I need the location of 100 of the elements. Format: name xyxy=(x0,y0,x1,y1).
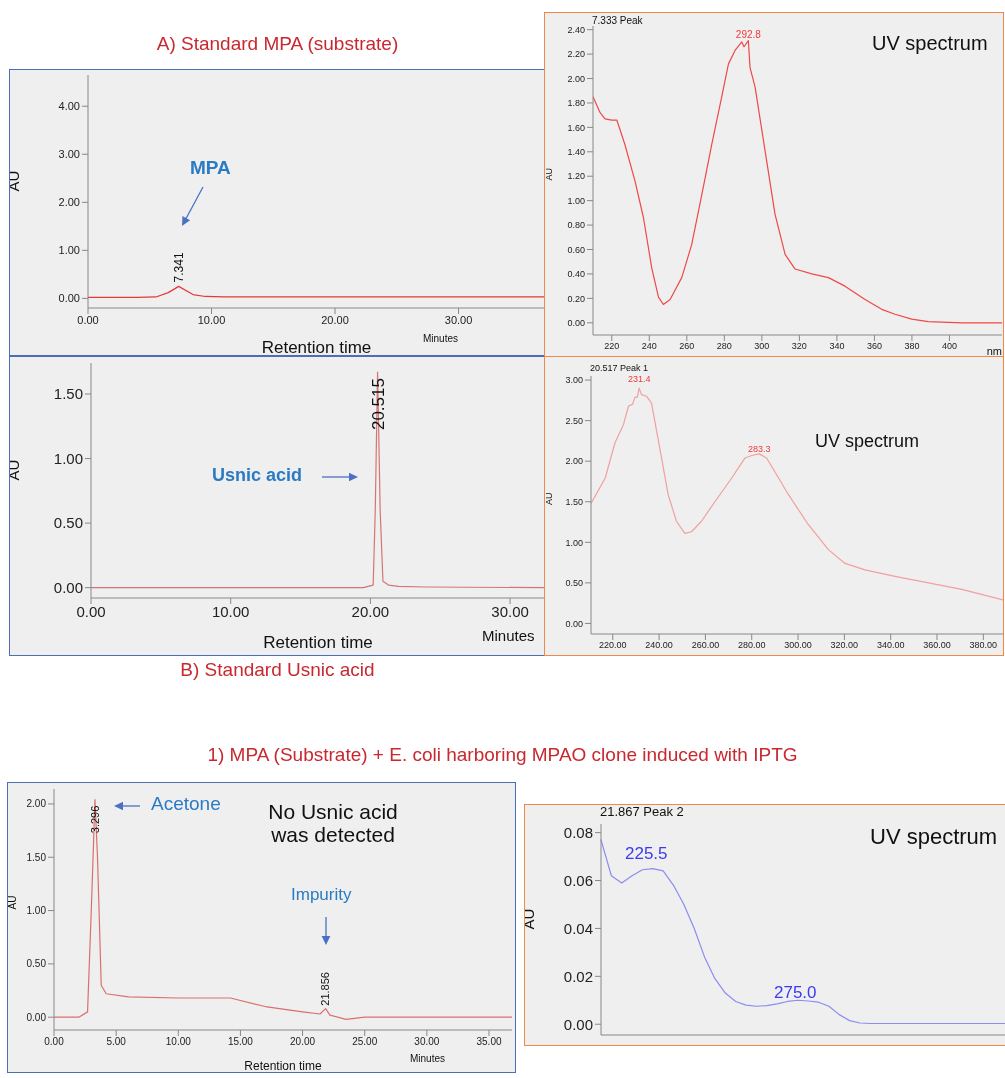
y-tick-label: 2.40 xyxy=(567,24,585,35)
y-tick-label: 1.20 xyxy=(567,171,585,182)
x-tick-label: 25.00 xyxy=(352,1036,378,1048)
x-tick-label: 320.00 xyxy=(830,640,859,651)
x-tick-label: 10.00 xyxy=(165,1036,192,1048)
x-axis-title: Retention time xyxy=(261,338,372,357)
y-tick-label: 1.00 xyxy=(58,244,80,257)
annotation: UV spectrum xyxy=(872,32,988,54)
x-tick-label: 0.00 xyxy=(77,313,99,326)
annotation: UV spectrum xyxy=(815,431,920,452)
y-tick-label: 3.00 xyxy=(565,375,583,386)
x-tick-label: 20.00 xyxy=(351,602,390,620)
text: Minutes xyxy=(482,627,535,645)
annotation: UV spectrum xyxy=(870,824,998,850)
y-tick-label: 0.00 xyxy=(26,1011,47,1023)
line-series xyxy=(591,387,1003,601)
annotation: No Usnic acid was detected xyxy=(267,800,399,847)
y-tick-label: 0.50 xyxy=(53,514,83,532)
text: B) Standard Usnic acid xyxy=(179,659,376,681)
y-tick-label: 2.00 xyxy=(565,456,583,467)
y-tick-label: 1.80 xyxy=(567,98,585,109)
x-tick-label: 20.00 xyxy=(290,1036,316,1048)
x-tick-label: 0.00 xyxy=(76,602,106,620)
y-tick-label: 2.20 xyxy=(567,49,585,60)
y-tick-label: 0.02 xyxy=(563,967,593,985)
annotation: 292.8 xyxy=(735,28,762,40)
x-axis-title: Retention time xyxy=(263,633,373,652)
x-tick-label: 260 xyxy=(679,341,695,352)
y-tick-label: 4.00 xyxy=(58,100,80,113)
x-tick-label: 240.00 xyxy=(645,640,673,651)
y-tick-label: 0.00 xyxy=(565,618,583,629)
x-tick-label: 380 xyxy=(904,341,920,352)
y-tick-label: 2.50 xyxy=(565,415,583,426)
text: Minutes xyxy=(410,1053,446,1064)
y-tick-label: 3.00 xyxy=(58,148,80,161)
x-tick-label: 30.00 xyxy=(444,313,473,326)
text: Minutes xyxy=(423,333,459,344)
x-tick-label: 340.00 xyxy=(876,640,905,651)
annotation: 3.296 xyxy=(88,805,101,834)
x-tick-label: 340 xyxy=(829,341,845,352)
y-tick-label: 1.50 xyxy=(53,385,83,403)
x-tick-label: 220.00 xyxy=(599,640,627,651)
y-tick-label: 0.80 xyxy=(567,220,585,231)
y-tick-label: 0.06 xyxy=(563,871,593,889)
y-tick-label: 0.50 xyxy=(26,958,47,970)
y-tick-label: 1.00 xyxy=(26,905,47,917)
y-tick-label: 0.08 xyxy=(563,823,593,841)
x-tick-label: 400 xyxy=(941,341,957,352)
x-tick-label: 300.00 xyxy=(784,640,812,651)
chart-title: 20.517 Peak 1 xyxy=(590,363,649,374)
annotation: Usnic acid xyxy=(212,465,303,486)
annotation: 283.3 xyxy=(748,443,771,454)
x-tick-label: 280.00 xyxy=(737,640,766,651)
x-tick-label: 30.00 xyxy=(414,1036,440,1048)
annotation: 231.4 xyxy=(627,374,651,385)
x-tick-label: 5.00 xyxy=(106,1036,127,1048)
x-axis-title: Retention time xyxy=(244,1059,323,1073)
y-tick-label: 1.40 xyxy=(567,146,585,157)
line-series xyxy=(54,799,512,1020)
x-tick-label: 360 xyxy=(866,341,882,352)
y-tick-label: 2.00 xyxy=(58,196,80,209)
y-tick-label: 2.00 xyxy=(26,798,47,810)
y-tick-label: 0.50 xyxy=(565,578,583,589)
y-tick-label: 0.00 xyxy=(53,579,83,596)
y-tick-label: 0.04 xyxy=(563,919,593,937)
x-tick-label: 220 xyxy=(604,341,620,352)
x-tick-label: 0.00 xyxy=(44,1036,65,1048)
chart-title: 7.333 Peak xyxy=(592,15,643,26)
x-tick-label: 20.00 xyxy=(321,313,349,326)
y-tick-label: 1.50 xyxy=(565,496,583,507)
y-tick-label: 2.00 xyxy=(567,73,585,84)
x-tick-label: 15.00 xyxy=(227,1036,254,1048)
y-axis-title: AU xyxy=(544,492,555,505)
line-series xyxy=(88,285,545,299)
y-tick-label: 1.50 xyxy=(26,851,47,863)
chart-title: 1) MPA (Substrate) + E. coli harboring MPAO clone induced with IPTG xyxy=(206,744,799,766)
y-tick-label: 1.00 xyxy=(567,195,585,206)
x-tick-label: 240 xyxy=(641,341,657,352)
x-tick-label: 30.00 xyxy=(491,602,529,620)
annotation: 225.5 xyxy=(625,844,668,864)
x-tick-label: 10.00 xyxy=(197,313,226,326)
y-tick-label: 0.40 xyxy=(567,269,585,280)
annotation: MPA xyxy=(190,157,231,179)
y-tick-label: 1.00 xyxy=(565,537,583,548)
chart-title: A) Standard MPA (substrate) xyxy=(155,33,400,55)
chart-title: 21.867 Peak 2 xyxy=(600,804,684,820)
y-tick-label: 0.20 xyxy=(567,293,585,304)
x-tick-label: 320 xyxy=(791,341,807,352)
y-tick-label: 1.00 xyxy=(53,449,83,467)
annotation: 275.0 xyxy=(774,983,817,1003)
annotation: 7.341 xyxy=(171,252,186,283)
x-tick-label: 280 xyxy=(716,341,732,352)
y-tick-label: 0.00 xyxy=(58,292,80,305)
y-tick-label: 0.00 xyxy=(563,1015,593,1033)
annotation: 21.856 xyxy=(319,972,332,1006)
y-tick-label: 1.60 xyxy=(567,122,585,133)
x-tick-label: 35.00 xyxy=(476,1036,502,1048)
x-tick-label: 360.00 xyxy=(923,640,951,651)
y-axis-title: AU xyxy=(6,895,18,910)
y-axis-title: AU xyxy=(544,167,555,181)
